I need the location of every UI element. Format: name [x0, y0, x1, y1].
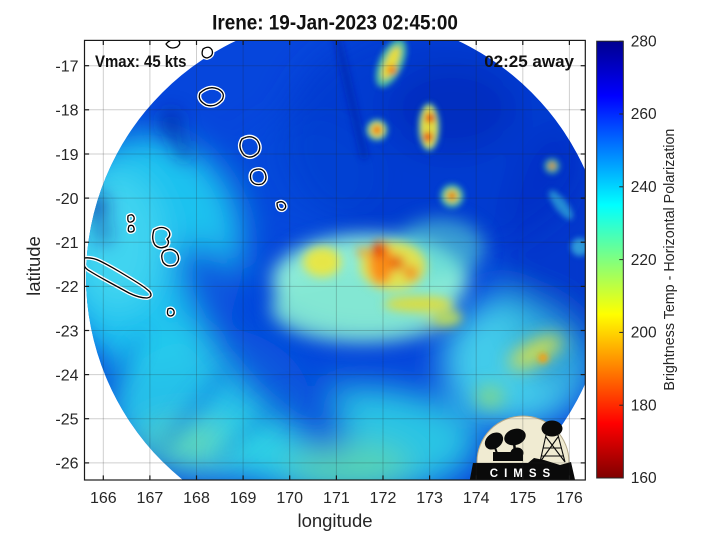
- svg-text:-21: -21: [55, 235, 78, 252]
- svg-text:-17: -17: [55, 59, 78, 76]
- svg-text:-22: -22: [55, 279, 78, 296]
- svg-text:172: 172: [370, 490, 397, 507]
- svg-text:-24: -24: [55, 367, 78, 384]
- svg-text:220: 220: [631, 252, 657, 269]
- svg-text:Brightness Temp - Horizontal P: Brightness Temp - Horizontal Polarizatio…: [662, 129, 678, 391]
- svg-text:Irene: 19-Jan-2023 02:45:00: Irene: 19-Jan-2023 02:45:00: [212, 12, 458, 35]
- svg-text:200: 200: [631, 325, 657, 342]
- svg-text:latitude: latitude: [23, 236, 44, 296]
- svg-text:169: 169: [230, 490, 257, 507]
- svg-text:240: 240: [631, 179, 657, 196]
- svg-text:280: 280: [631, 33, 657, 50]
- svg-text:-25: -25: [55, 412, 78, 429]
- svg-text:-23: -23: [55, 323, 78, 340]
- svg-text:170: 170: [276, 490, 303, 507]
- svg-text:02:25 away: 02:25 away: [484, 52, 574, 71]
- svg-text:180: 180: [631, 397, 657, 414]
- svg-text:260: 260: [631, 106, 657, 123]
- svg-text:-18: -18: [55, 103, 78, 120]
- svg-text:-20: -20: [55, 191, 78, 208]
- svg-text:176: 176: [556, 490, 583, 507]
- svg-text:-19: -19: [55, 147, 78, 164]
- svg-text:166: 166: [90, 490, 117, 507]
- svg-text:CIMSS: CIMSS: [490, 468, 556, 480]
- svg-text:174: 174: [463, 490, 490, 507]
- svg-text:167: 167: [137, 490, 164, 507]
- svg-text:168: 168: [183, 490, 210, 507]
- svg-text:Vmax: 45 kts: Vmax: 45 kts: [95, 53, 186, 71]
- svg-text:160: 160: [631, 470, 657, 487]
- svg-text:-26: -26: [55, 456, 78, 473]
- svg-text:173: 173: [416, 490, 443, 507]
- svg-text:longitude: longitude: [297, 510, 372, 531]
- svg-text:171: 171: [323, 490, 350, 507]
- svg-text:175: 175: [509, 490, 536, 507]
